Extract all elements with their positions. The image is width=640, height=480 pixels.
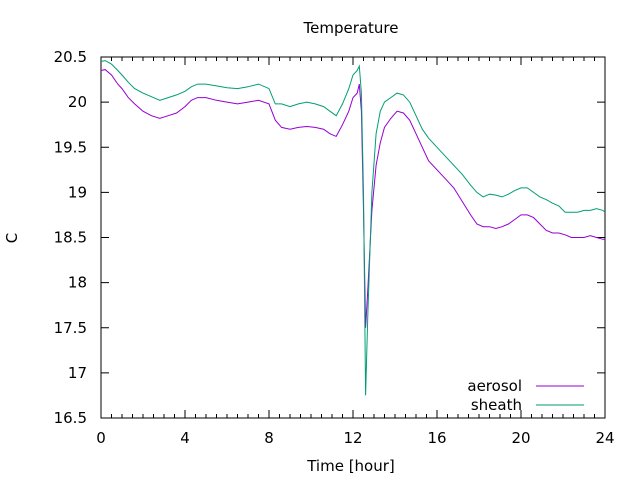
- tick-labels: 0 4 8 12 16 20 24 16.5 17 17.5 18 18.5 19 19.5 20 20.5: [54, 48, 615, 447]
- y-tick-label: 18.5: [54, 229, 87, 247]
- y-tick-label: 19: [68, 183, 87, 201]
- y-tick-label: 19.5: [54, 138, 87, 156]
- x-tick-label: 16: [427, 429, 446, 447]
- axis-ticks: [100, 56, 606, 419]
- y-tick-label: 16.5: [54, 409, 87, 427]
- x-tick-label: 12: [343, 429, 362, 447]
- y-tick-label: 17.5: [54, 319, 87, 337]
- x-tick-label: 4: [180, 429, 190, 447]
- series-line-sheath: [100, 60, 606, 396]
- legend-label-sheath: sheath: [471, 396, 522, 414]
- plot-border: [100, 56, 606, 419]
- x-tick-label: 0: [96, 429, 106, 447]
- series-lines: [100, 60, 606, 396]
- y-tick-label: 17: [68, 364, 87, 382]
- plot-area: [100, 56, 606, 419]
- y-tick-label: 20.5: [54, 48, 87, 66]
- chart-title: Temperature: [302, 19, 398, 37]
- y-axis-label: C: [3, 233, 21, 243]
- x-tick-label: 20: [511, 429, 530, 447]
- y-tick-label: 18: [68, 274, 87, 292]
- y-tick-label: 20: [68, 93, 87, 111]
- series-line-aerosol: [100, 69, 605, 328]
- x-tick-label: 24: [595, 429, 614, 447]
- x-axis-label: Time [hour]: [306, 457, 395, 475]
- x-tick-label: 8: [264, 429, 274, 447]
- legend-label-aerosol: aerosol: [467, 377, 522, 395]
